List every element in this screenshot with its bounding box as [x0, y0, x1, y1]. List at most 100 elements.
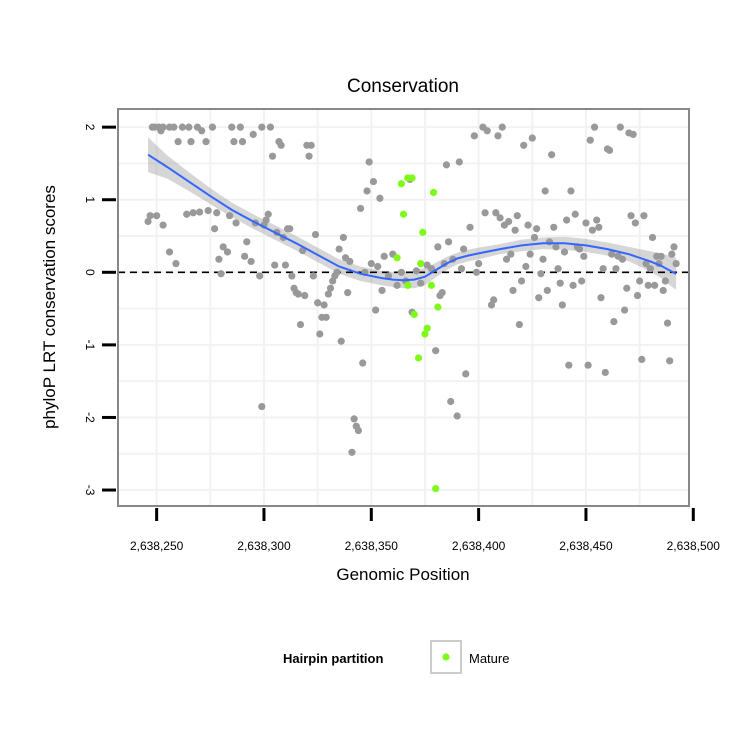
data-point-other: [541, 187, 549, 195]
data-point-other: [369, 177, 378, 186]
data-point-other: [241, 252, 249, 260]
legend-title: Hairpin partition: [283, 651, 383, 666]
data-point-other: [198, 127, 206, 135]
data-point-other: [672, 259, 680, 268]
data-point-other: [588, 226, 597, 234]
data-point-other: [178, 123, 186, 131]
data-point-mature: [399, 210, 408, 218]
data-point-other: [599, 265, 607, 273]
series-other: [144, 123, 680, 456]
data-point-other: [670, 243, 678, 251]
data-point-other: [307, 141, 315, 149]
data-point-other: [646, 265, 654, 273]
data-point-other: [348, 448, 356, 456]
data-point-other: [258, 123, 266, 131]
data-point-other: [569, 281, 577, 289]
data-point-other: [359, 359, 367, 367]
data-point-other: [324, 290, 332, 298]
data-point-other: [494, 132, 502, 140]
data-point-other: [644, 281, 652, 289]
data-point-other: [438, 289, 446, 297]
data-point-other: [601, 368, 609, 377]
data-point-other: [202, 138, 210, 146]
data-point-other: [502, 255, 511, 263]
data-point-other: [447, 397, 455, 406]
data-point-other: [247, 257, 255, 266]
data-point-other: [217, 270, 225, 278]
data-point-other: [294, 290, 302, 298]
data-point-other: [558, 301, 566, 309]
data-point-other: [266, 123, 275, 131]
data-point-other: [397, 268, 405, 276]
data-point-other: [195, 208, 204, 216]
data-point-other: [638, 355, 646, 363]
data-point-other: [597, 294, 605, 302]
y-axis: -3 -2 -1 0 1 2: [83, 124, 116, 496]
data-point-other: [513, 212, 521, 220]
data-point-other: [509, 286, 517, 295]
data-point-other: [258, 402, 266, 411]
x-axis-title: Genomic Position: [336, 565, 469, 584]
data-point-other: [640, 212, 648, 220]
data-point-other: [337, 337, 345, 345]
legend-key-mature-dot: [442, 653, 450, 661]
data-point-other: [219, 243, 227, 251]
data-point-mature: [410, 310, 418, 318]
data-point-other: [365, 158, 373, 166]
data-point-other: [346, 257, 354, 266]
x-tick-label: 2,638,400: [452, 539, 506, 553]
data-point-other: [165, 248, 174, 256]
data-point-other: [470, 132, 478, 140]
data-point-other: [326, 284, 335, 292]
data-point-other: [571, 210, 579, 218]
y-tick-label: -2: [83, 412, 97, 423]
data-point-other: [210, 225, 219, 233]
x-tick-label: 2,638,300: [237, 539, 291, 553]
data-point-other: [417, 279, 425, 287]
data-point-other: [595, 223, 603, 231]
data-point-other: [520, 141, 528, 149]
data-point-other: [629, 130, 637, 139]
data-point-other: [608, 250, 616, 258]
data-point-other: [548, 151, 556, 159]
data-point-other: [249, 130, 257, 139]
data-point-mature: [408, 174, 416, 182]
data-point-other: [335, 245, 343, 253]
data-point-other: [505, 217, 513, 226]
data-point-other: [228, 123, 236, 131]
data-point-other: [296, 320, 305, 329]
y-tick-label: 1: [83, 196, 97, 203]
data-point-other: [668, 250, 676, 258]
data-point-other: [314, 299, 322, 307]
data-point-other: [320, 301, 328, 309]
x-axis: 2,638,250 2,638,300 2,638,350 2,638,400 2,63…: [130, 508, 720, 553]
data-point-mature: [397, 180, 405, 188]
data-point-other: [412, 267, 420, 275]
data-point-other: [472, 268, 481, 276]
data-point-other: [535, 294, 543, 302]
data-point-other: [539, 255, 547, 263]
plot-panel: [117, 108, 690, 507]
data-point-other: [286, 225, 294, 233]
data-point-other: [311, 230, 320, 239]
data-point-other: [511, 226, 519, 234]
plot-background: [118, 109, 689, 506]
data-point-other: [187, 138, 195, 146]
data-point-other: [466, 223, 474, 231]
data-point-other: [378, 286, 386, 295]
data-point-other: [376, 194, 384, 202]
data-point-other: [532, 225, 541, 233]
data-point-other: [586, 136, 594, 144]
data-point-other: [661, 277, 669, 285]
data-point-other: [236, 123, 244, 131]
data-point-other: [174, 138, 182, 146]
data-point-other: [455, 158, 463, 166]
data-point-other: [560, 248, 569, 256]
data-point-other: [578, 277, 586, 285]
data-point-mature: [432, 484, 440, 493]
data-point-other: [517, 277, 526, 285]
data-point-other: [232, 219, 240, 227]
data-point-other: [350, 415, 358, 423]
data-point-other: [172, 259, 180, 268]
